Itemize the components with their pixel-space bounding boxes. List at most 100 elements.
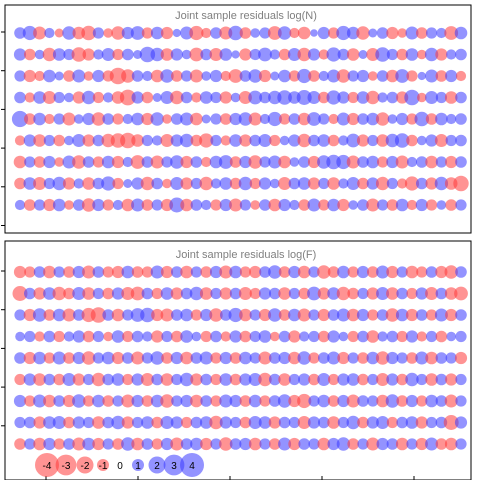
residual-bubble — [445, 69, 458, 83]
residual-bubble — [160, 308, 174, 322]
residual-bubble — [425, 155, 438, 169]
residual-bubble — [189, 69, 203, 83]
residual-bubble — [122, 352, 134, 364]
residual-bubble — [376, 373, 390, 386]
residual-bubble — [122, 373, 134, 386]
residual-bubble — [435, 287, 448, 300]
residual-bubble — [23, 134, 36, 147]
residual-bubble — [269, 352, 281, 364]
residual-bubble — [200, 308, 213, 322]
residual-bubble — [150, 112, 164, 126]
residual-bubble — [180, 308, 193, 322]
residual-bubble — [327, 437, 340, 451]
residual-bubble — [91, 112, 106, 126]
residual-bubble — [454, 351, 468, 365]
residual-bubble — [191, 92, 202, 103]
residual-bubble — [327, 198, 340, 212]
residual-bubble — [63, 331, 75, 342]
residual-bubble — [425, 134, 438, 147]
residual-bubble — [435, 330, 448, 343]
residual-bubble — [455, 113, 467, 125]
residual-bubble — [140, 307, 155, 323]
residual-bubble — [278, 416, 291, 429]
residual-bubble — [347, 70, 359, 82]
residual-bubble — [191, 331, 202, 342]
residual-bubble — [417, 92, 427, 103]
residual-bubble — [258, 287, 272, 300]
residual-bubble — [307, 91, 321, 104]
residual-bubble — [357, 373, 369, 386]
residual-bubble — [278, 373, 291, 386]
residual-bubble — [269, 49, 280, 60]
residual-bubble — [151, 373, 163, 386]
residual-bubble — [63, 266, 75, 278]
residual-bubble — [336, 437, 351, 451]
residual-bubble — [201, 71, 211, 81]
residual-bubble — [181, 70, 193, 82]
residual-bubble — [336, 286, 351, 301]
residual-bubble — [406, 287, 418, 300]
residual-bubble — [416, 156, 428, 168]
residual-bubble — [92, 437, 105, 451]
residual-bubble — [298, 438, 311, 450]
residual-bubble — [445, 155, 458, 169]
residual-bubble — [396, 48, 409, 61]
residual-bubble — [112, 199, 124, 211]
residual-bubble — [249, 177, 261, 190]
residual-bubble — [121, 198, 135, 212]
residual-bubble — [287, 48, 301, 61]
residual-bubble — [375, 112, 390, 126]
residual-bubble — [248, 373, 262, 386]
residual-bubble — [366, 287, 379, 300]
residual-bubble — [180, 91, 193, 104]
residual-bubble — [151, 330, 164, 343]
legend-label: 2 — [154, 461, 160, 472]
residual-bubble — [289, 199, 300, 211]
residual-bubble — [220, 113, 232, 125]
residual-bubble — [396, 112, 409, 126]
residual-bubble — [229, 438, 242, 450]
residual-bubble — [397, 178, 408, 189]
residual-bubble — [53, 438, 65, 450]
residual-bubble — [81, 351, 96, 365]
residual-bubble — [190, 373, 203, 386]
residual-bubble — [307, 155, 321, 169]
residual-bubble — [346, 133, 361, 148]
residual-bubble — [417, 135, 427, 146]
residual-bubble — [259, 27, 271, 39]
residual-bubble — [220, 331, 231, 342]
residual-bubble — [446, 331, 457, 342]
residual-bubble — [249, 134, 261, 147]
residual-bubble — [131, 394, 144, 408]
residual-bubble — [209, 69, 223, 83]
residual-bubble — [72, 330, 85, 343]
residual-bubble — [103, 28, 113, 38]
residual-bubble — [150, 155, 164, 169]
residual-bubble — [415, 437, 428, 451]
residual-bubble — [259, 438, 271, 450]
residual-bubble — [327, 309, 340, 321]
residual-bubble — [140, 373, 154, 386]
residual-bubble — [386, 351, 399, 365]
residual-bubble — [239, 351, 252, 365]
residual-bubble — [14, 70, 26, 82]
residual-bubble — [179, 133, 194, 148]
residual-bubble — [288, 177, 301, 190]
residual-bubble — [299, 331, 310, 342]
residual-bubble — [200, 437, 213, 451]
residual-bubble — [170, 134, 183, 147]
residual-bubble — [160, 416, 174, 429]
residual-bubble — [13, 394, 27, 408]
residual-bubble — [15, 331, 25, 342]
residual-bubble — [90, 307, 107, 323]
residual-bubble — [337, 351, 350, 365]
residual-bubble — [13, 155, 27, 169]
residual-bubble — [337, 91, 350, 104]
residual-bubble — [62, 308, 76, 322]
residual-bubble — [347, 112, 360, 126]
residual-bubble — [396, 352, 408, 364]
residual-bubble — [445, 199, 458, 211]
residual-bubble — [346, 373, 360, 386]
residual-bubble — [239, 330, 252, 343]
residual-bubble — [376, 287, 390, 300]
